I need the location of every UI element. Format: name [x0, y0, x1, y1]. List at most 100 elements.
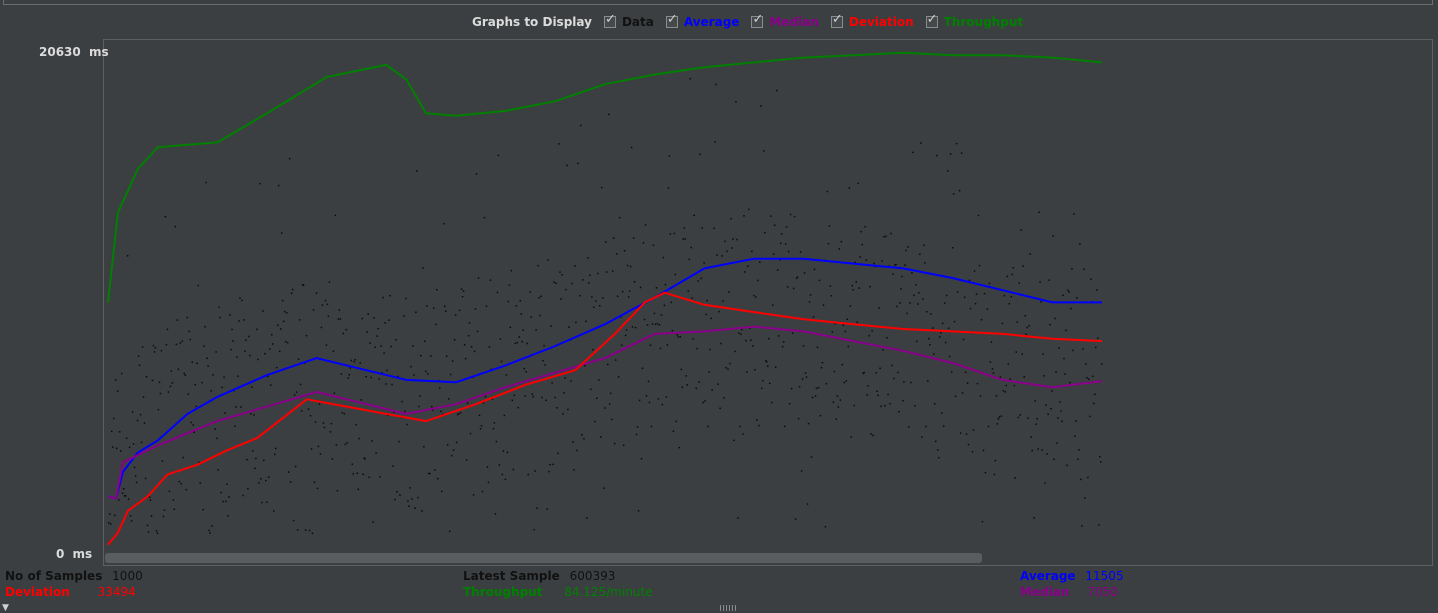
data-point — [134, 475, 137, 477]
data-point — [158, 381, 161, 383]
data-point — [997, 418, 1000, 420]
data-point — [818, 279, 821, 282]
data-point — [288, 157, 291, 160]
data-checkbox[interactable] — [603, 12, 616, 28]
data-point — [933, 353, 935, 355]
data-point — [945, 294, 948, 297]
data-point — [570, 380, 572, 382]
data-point — [257, 358, 259, 361]
data-point — [555, 282, 557, 285]
data-point — [579, 294, 581, 297]
splitter-grip-icon[interactable] — [720, 605, 736, 611]
data-point — [571, 282, 573, 285]
data-point — [529, 291, 531, 293]
data-point — [606, 363, 609, 366]
data-point — [1042, 353, 1044, 356]
data-point — [581, 434, 583, 436]
data-point — [875, 372, 877, 374]
data-point — [760, 105, 762, 107]
data-point — [151, 379, 154, 382]
data-point — [1062, 294, 1064, 297]
throughput-option[interactable]: Throughput — [925, 12, 1023, 29]
data-point — [765, 360, 767, 362]
data-point — [1000, 415, 1003, 417]
panel-collapse-icon[interactable]: ▼ — [2, 603, 9, 613]
data-point — [368, 476, 370, 478]
data-point — [532, 395, 534, 398]
data-point — [964, 371, 967, 374]
deviation-option[interactable]: Deviation — [830, 12, 914, 29]
data-point — [327, 315, 330, 318]
data-point — [227, 515, 229, 517]
data-point — [991, 368, 994, 370]
data-point — [560, 298, 562, 300]
data-point — [668, 155, 671, 157]
data-point — [753, 294, 755, 297]
data-point — [662, 256, 665, 259]
data-option[interactable]: Data — [603, 12, 654, 29]
data-point — [855, 281, 857, 283]
data-point — [671, 329, 674, 332]
data-point — [243, 319, 245, 321]
data-point — [775, 89, 778, 92]
horizontal-scrollbar-thumb[interactable] — [105, 553, 982, 563]
data-point — [305, 334, 308, 337]
data-point — [665, 396, 668, 398]
data-point — [365, 375, 367, 378]
data-point — [440, 490, 443, 493]
data-point — [146, 524, 149, 527]
throughput-checkbox[interactable] — [925, 12, 938, 28]
average-option[interactable]: Average — [665, 12, 739, 29]
data-point — [452, 449, 455, 451]
data-point — [348, 373, 351, 376]
data-point — [534, 470, 536, 472]
data-point — [770, 215, 772, 217]
data-point — [520, 313, 523, 315]
data-point — [1018, 282, 1021, 284]
data-point — [746, 371, 748, 373]
data-point — [374, 346, 376, 348]
data-point — [367, 313, 369, 315]
data-point — [176, 319, 179, 321]
data-point — [253, 414, 255, 416]
data-point — [673, 232, 676, 235]
data-point — [642, 242, 645, 244]
data-point — [1075, 420, 1077, 422]
data-point — [666, 344, 669, 346]
throughput-line — [107, 51, 1103, 303]
data-point — [966, 382, 969, 384]
data-point — [1020, 229, 1022, 231]
data-point — [953, 320, 956, 323]
data-point — [678, 446, 681, 449]
median-checkbox[interactable] — [751, 12, 764, 28]
data-point — [664, 283, 667, 286]
data-point — [936, 154, 938, 157]
data-point — [971, 450, 974, 453]
data-point — [865, 259, 867, 261]
data-point — [637, 510, 640, 512]
data-point — [265, 479, 267, 482]
data-point — [298, 319, 301, 321]
data-point — [554, 396, 556, 399]
data-point — [170, 370, 173, 372]
data-point — [900, 288, 902, 290]
data-point — [417, 496, 419, 499]
data-point — [1060, 410, 1062, 412]
data-point — [1013, 384, 1016, 387]
data-point — [187, 393, 190, 395]
data-point — [906, 312, 908, 315]
deviation-checkbox[interactable] — [830, 12, 843, 28]
data-point — [961, 392, 964, 394]
data-point — [621, 290, 624, 293]
data-point — [649, 344, 652, 346]
data-point — [610, 418, 613, 421]
data-point — [442, 222, 445, 225]
data-point — [363, 457, 365, 459]
data-point — [193, 431, 195, 434]
data-point — [937, 456, 940, 459]
median-option[interactable]: Median — [751, 12, 819, 29]
data-point — [617, 376, 620, 378]
data-point — [386, 369, 388, 372]
average-checkbox[interactable] — [665, 12, 678, 28]
data-point — [949, 153, 952, 155]
